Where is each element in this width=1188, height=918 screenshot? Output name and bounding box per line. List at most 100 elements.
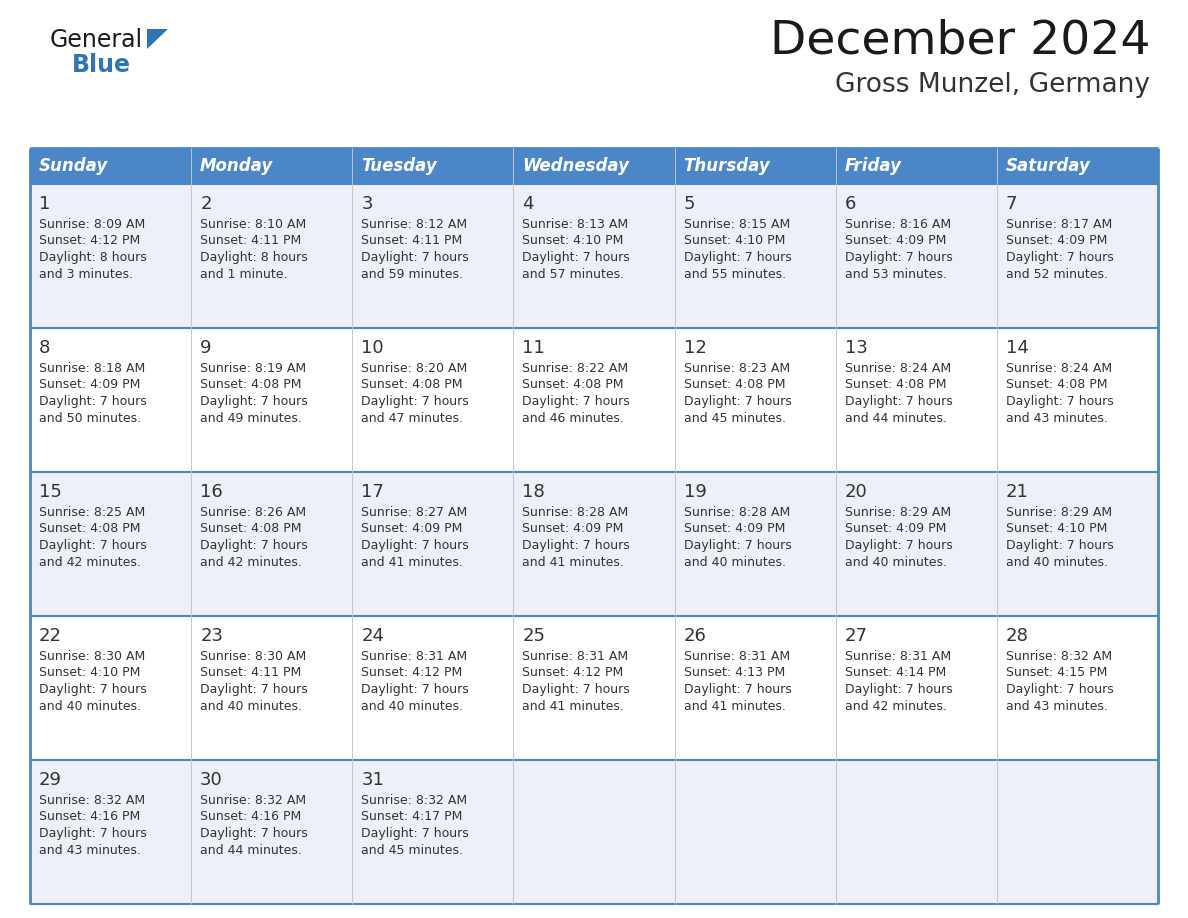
Text: Daylight: 8 hours: Daylight: 8 hours [200,251,308,264]
Text: 26: 26 [683,627,707,645]
Text: Sunset: 4:08 PM: Sunset: 4:08 PM [39,522,140,535]
Bar [30,328,1158,472]
Text: Sunrise: 8:30 AM: Sunrise: 8:30 AM [200,650,307,663]
Text: Sunrise: 8:19 AM: Sunrise: 8:19 AM [200,362,307,375]
Text: 13: 13 [845,339,867,357]
Text: Blue: Blue [72,53,131,77]
Text: and 53 minutes.: and 53 minutes. [845,267,947,281]
Text: Sunrise: 8:30 AM: Sunrise: 8:30 AM [39,650,145,663]
Text: and 45 minutes.: and 45 minutes. [683,411,785,424]
Text: Sunset: 4:17 PM: Sunset: 4:17 PM [361,811,462,823]
Text: Daylight: 7 hours: Daylight: 7 hours [683,539,791,552]
Text: and 46 minutes.: and 46 minutes. [523,411,625,424]
Text: 7: 7 [1006,195,1017,213]
Text: Daylight: 7 hours: Daylight: 7 hours [845,683,953,696]
Text: Daylight: 7 hours: Daylight: 7 hours [39,395,147,408]
Text: Sunset: 4:16 PM: Sunset: 4:16 PM [39,811,140,823]
Text: and 3 minutes.: and 3 minutes. [39,267,133,281]
Text: Daylight: 7 hours: Daylight: 7 hours [1006,539,1113,552]
Text: Daylight: 7 hours: Daylight: 7 hours [1006,683,1113,696]
Text: Sunset: 4:11 PM: Sunset: 4:11 PM [200,234,302,248]
Text: Daylight: 7 hours: Daylight: 7 hours [361,395,469,408]
Text: 10: 10 [361,339,384,357]
Text: Sunset: 4:11 PM: Sunset: 4:11 PM [200,666,302,679]
Text: Friday: Friday [845,157,902,175]
Text: Sunset: 4:09 PM: Sunset: 4:09 PM [39,378,140,391]
Text: Sunset: 4:09 PM: Sunset: 4:09 PM [845,234,946,248]
Text: 29: 29 [39,771,62,789]
Text: 21: 21 [1006,483,1029,501]
Text: Daylight: 7 hours: Daylight: 7 hours [361,539,469,552]
Text: Sunset: 4:09 PM: Sunset: 4:09 PM [1006,234,1107,248]
Text: Sunrise: 8:32 AM: Sunrise: 8:32 AM [39,794,145,807]
Text: Daylight: 7 hours: Daylight: 7 hours [523,539,630,552]
Text: Daylight: 7 hours: Daylight: 7 hours [200,395,308,408]
Bar [30,472,1158,616]
Text: Sunrise: 8:31 AM: Sunrise: 8:31 AM [523,650,628,663]
Text: and 57 minutes.: and 57 minutes. [523,267,625,281]
Text: 16: 16 [200,483,223,501]
Text: 11: 11 [523,339,545,357]
Text: and 59 minutes.: and 59 minutes. [361,267,463,281]
Text: Sunrise: 8:16 AM: Sunrise: 8:16 AM [845,218,950,231]
Text: Sunset: 4:10 PM: Sunset: 4:10 PM [523,234,624,248]
Text: Sunset: 4:12 PM: Sunset: 4:12 PM [39,234,140,248]
Polygon shape [147,29,168,49]
Text: Daylight: 7 hours: Daylight: 7 hours [1006,395,1113,408]
Text: 31: 31 [361,771,384,789]
Text: Sunrise: 8:18 AM: Sunrise: 8:18 AM [39,362,145,375]
Text: and 45 minutes.: and 45 minutes. [361,844,463,856]
Text: 12: 12 [683,339,707,357]
Text: Sunrise: 8:32 AM: Sunrise: 8:32 AM [361,794,467,807]
Text: 15: 15 [39,483,62,501]
Text: and 40 minutes.: and 40 minutes. [845,555,947,568]
Text: and 44 minutes.: and 44 minutes. [200,844,302,856]
Text: Sunrise: 8:28 AM: Sunrise: 8:28 AM [683,506,790,519]
Text: and 44 minutes.: and 44 minutes. [845,411,947,424]
Text: and 42 minutes.: and 42 minutes. [200,555,302,568]
Text: 4: 4 [523,195,533,213]
Text: Sunrise: 8:26 AM: Sunrise: 8:26 AM [200,506,307,519]
Text: Sunset: 4:15 PM: Sunset: 4:15 PM [1006,666,1107,679]
Text: Sunrise: 8:31 AM: Sunrise: 8:31 AM [845,650,950,663]
Text: Sunrise: 8:32 AM: Sunrise: 8:32 AM [200,794,307,807]
Text: Sunset: 4:12 PM: Sunset: 4:12 PM [523,666,624,679]
Text: and 43 minutes.: and 43 minutes. [39,844,141,856]
Text: and 50 minutes.: and 50 minutes. [39,411,141,424]
Text: and 40 minutes.: and 40 minutes. [683,555,785,568]
Text: Sunrise: 8:23 AM: Sunrise: 8:23 AM [683,362,790,375]
Text: 30: 30 [200,771,223,789]
Text: and 41 minutes.: and 41 minutes. [361,555,463,568]
Text: Sunset: 4:08 PM: Sunset: 4:08 PM [200,522,302,535]
Text: Daylight: 7 hours: Daylight: 7 hours [683,395,791,408]
Text: Daylight: 7 hours: Daylight: 7 hours [361,683,469,696]
Text: Sunset: 4:08 PM: Sunset: 4:08 PM [683,378,785,391]
Bar [30,148,1158,184]
Text: and 42 minutes.: and 42 minutes. [845,700,947,712]
Text: and 52 minutes.: and 52 minutes. [1006,267,1108,281]
Bar [30,616,1158,760]
Text: 18: 18 [523,483,545,501]
Text: and 41 minutes.: and 41 minutes. [523,555,625,568]
Text: 14: 14 [1006,339,1029,357]
Text: Sunrise: 8:09 AM: Sunrise: 8:09 AM [39,218,145,231]
Text: 3: 3 [361,195,373,213]
Text: Daylight: 7 hours: Daylight: 7 hours [683,683,791,696]
Text: Sunset: 4:11 PM: Sunset: 4:11 PM [361,234,462,248]
Text: Sunset: 4:08 PM: Sunset: 4:08 PM [523,378,624,391]
Text: 17: 17 [361,483,384,501]
Text: and 40 minutes.: and 40 minutes. [1006,555,1108,568]
Text: Sunrise: 8:15 AM: Sunrise: 8:15 AM [683,218,790,231]
Text: Sunrise: 8:31 AM: Sunrise: 8:31 AM [361,650,467,663]
Text: Sunrise: 8:29 AM: Sunrise: 8:29 AM [1006,506,1112,519]
Text: Sunset: 4:08 PM: Sunset: 4:08 PM [1006,378,1107,391]
Text: Sunset: 4:09 PM: Sunset: 4:09 PM [683,522,785,535]
Text: Sunset: 4:14 PM: Sunset: 4:14 PM [845,666,946,679]
Text: Daylight: 7 hours: Daylight: 7 hours [39,827,147,840]
Text: Daylight: 7 hours: Daylight: 7 hours [845,539,953,552]
Text: Sunrise: 8:10 AM: Sunrise: 8:10 AM [200,218,307,231]
Text: 1: 1 [39,195,50,213]
Text: Sunset: 4:10 PM: Sunset: 4:10 PM [1006,522,1107,535]
Text: 9: 9 [200,339,211,357]
Text: and 1 minute.: and 1 minute. [200,267,287,281]
